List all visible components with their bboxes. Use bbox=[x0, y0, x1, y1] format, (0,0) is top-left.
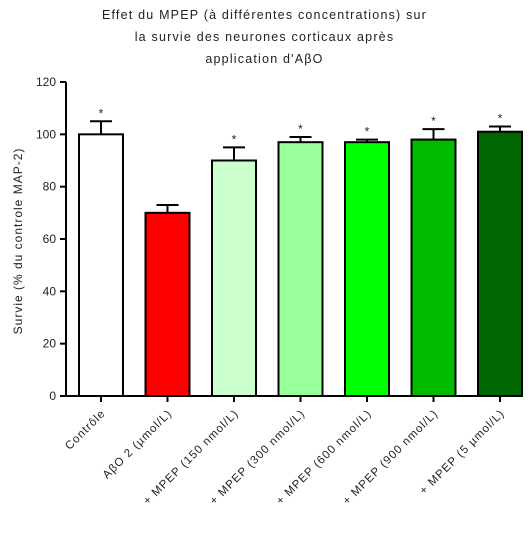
y-tick-label: 0 bbox=[49, 389, 56, 403]
bar bbox=[211, 159, 257, 397]
significance-marker: * bbox=[498, 111, 503, 125]
chart-title-line-3: application d'AβO bbox=[205, 52, 324, 66]
bar bbox=[78, 133, 124, 397]
x-tick-label: AβO 2 (µmol/L) bbox=[101, 408, 175, 482]
significance-marker: * bbox=[431, 114, 436, 128]
y-tick-label: 120 bbox=[36, 75, 56, 89]
chart-title-line-2: la survie des neurones corticaux après bbox=[134, 30, 395, 44]
y-tick-label: 20 bbox=[43, 337, 57, 351]
bar bbox=[477, 130, 523, 397]
bar bbox=[344, 141, 390, 397]
chart-title-line-1: Effet du MPEP (à différentes concentrati… bbox=[101, 8, 428, 22]
bar bbox=[144, 211, 191, 397]
bar bbox=[277, 141, 324, 397]
significance-marker: * bbox=[232, 132, 237, 146]
y-tick-label: 100 bbox=[36, 127, 56, 141]
significance-marker: * bbox=[99, 106, 104, 120]
y-tick-label: 80 bbox=[43, 180, 57, 194]
y-tick-label: 60 bbox=[43, 232, 57, 246]
y-axis-label: Survie (% du controle MAP-2) bbox=[11, 148, 25, 335]
x-tick-label: Contrôle bbox=[63, 408, 108, 453]
bar bbox=[410, 138, 457, 397]
significance-marker: * bbox=[298, 122, 303, 136]
y-tick-label: 40 bbox=[43, 284, 57, 298]
significance-marker: * bbox=[365, 125, 370, 139]
